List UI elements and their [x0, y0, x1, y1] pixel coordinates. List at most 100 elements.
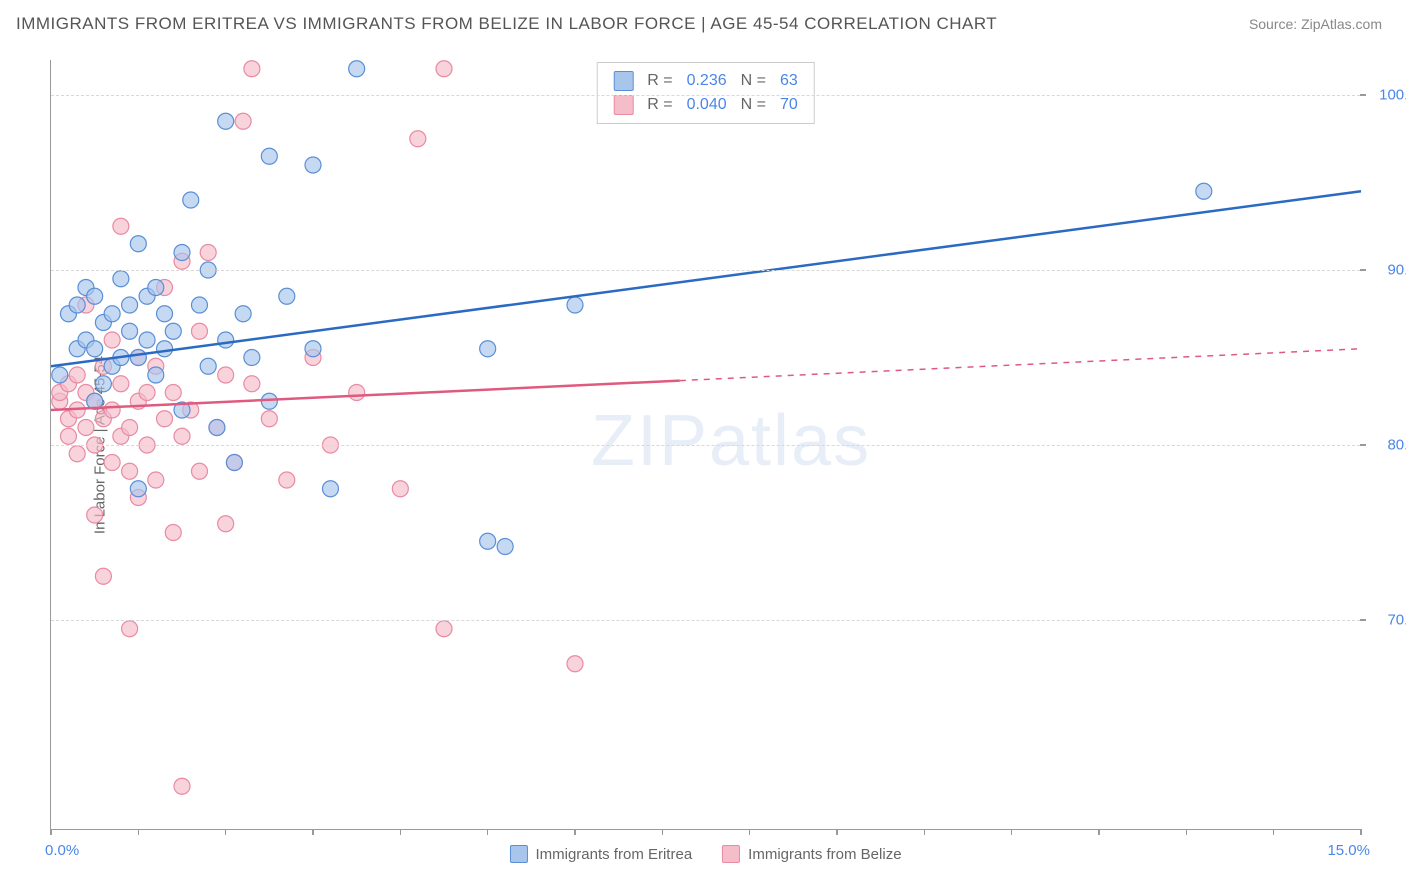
data-point	[87, 341, 103, 357]
data-point	[480, 341, 496, 357]
data-point	[165, 323, 181, 339]
data-point	[113, 376, 129, 392]
data-point	[322, 481, 338, 497]
data-point	[200, 245, 216, 261]
data-point	[87, 288, 103, 304]
data-point	[122, 463, 138, 479]
data-point	[244, 61, 260, 77]
data-point	[235, 113, 251, 129]
data-point	[69, 446, 85, 462]
y-tick-label: 100.0%	[1370, 87, 1406, 104]
data-point	[226, 455, 242, 471]
data-point	[244, 350, 260, 366]
x-tick-mark	[924, 829, 926, 835]
x-axis-max-label: 15.0%	[1327, 842, 1370, 859]
data-point	[218, 113, 234, 129]
n-label: N =	[741, 69, 766, 93]
data-point	[130, 350, 146, 366]
x-tick-mark	[138, 829, 140, 835]
x-tick-mark	[749, 829, 751, 835]
data-point	[349, 61, 365, 77]
legend-item-eritrea: Immigrants from Eritrea	[509, 845, 692, 863]
data-point	[244, 376, 260, 392]
data-point	[139, 332, 155, 348]
data-point	[1196, 183, 1212, 199]
y-tick-label: 70.0%	[1370, 612, 1406, 629]
chart-title: IMMIGRANTS FROM ERITREA VS IMMIGRANTS FR…	[16, 14, 997, 34]
stats-row-belize: R = 0.040 N = 70	[613, 93, 798, 117]
data-point	[60, 428, 76, 444]
data-point	[410, 131, 426, 147]
n-label: N =	[741, 93, 766, 117]
data-point	[148, 367, 164, 383]
data-point	[349, 385, 365, 401]
gridline-h	[51, 95, 1360, 96]
x-tick-mark	[1186, 829, 1188, 835]
data-point	[305, 157, 321, 173]
data-point	[279, 472, 295, 488]
data-point	[157, 306, 173, 322]
data-point	[122, 323, 138, 339]
data-point	[87, 507, 103, 523]
x-tick-mark	[1011, 829, 1013, 835]
y-tick-mark	[1360, 269, 1366, 271]
legend-label-belize: Immigrants from Belize	[748, 846, 901, 863]
x-tick-mark	[662, 829, 664, 835]
data-point	[69, 367, 85, 383]
regression-line	[51, 191, 1361, 366]
plot-area: In Labor Force | Age 45-54 ZIPatlas 0.0%…	[50, 60, 1360, 830]
source-attribution: Source: ZipAtlas.com	[1249, 16, 1382, 32]
n-value-belize: 70	[780, 93, 798, 117]
data-point	[130, 481, 146, 497]
data-point	[183, 192, 199, 208]
legend-label-eritrea: Immigrants from Eritrea	[535, 846, 692, 863]
x-tick-mark	[487, 829, 489, 835]
data-point	[200, 358, 216, 374]
x-tick-mark	[574, 829, 576, 835]
data-point	[567, 656, 583, 672]
x-axis-min-label: 0.0%	[45, 842, 79, 859]
gridline-h	[51, 620, 1360, 621]
legend-bottom: Immigrants from Eritrea Immigrants from …	[509, 845, 901, 863]
data-point	[305, 341, 321, 357]
data-point	[148, 472, 164, 488]
data-point	[52, 367, 68, 383]
data-point	[235, 306, 251, 322]
data-point	[218, 367, 234, 383]
data-point	[436, 61, 452, 77]
data-point	[148, 280, 164, 296]
x-tick-mark	[225, 829, 227, 835]
n-value-eritrea: 63	[780, 69, 798, 93]
x-tick-mark	[312, 829, 314, 835]
data-point	[191, 463, 207, 479]
data-point	[191, 323, 207, 339]
data-point	[174, 428, 190, 444]
data-point	[130, 236, 146, 252]
data-point	[480, 533, 496, 549]
stats-row-eritrea: R = 0.236 N = 63	[613, 69, 798, 93]
x-tick-mark	[1098, 829, 1100, 835]
legend-item-belize: Immigrants from Belize	[722, 845, 901, 863]
swatch-eritrea-icon	[613, 71, 633, 91]
data-point	[69, 297, 85, 313]
y-tick-label: 90.0%	[1370, 262, 1406, 279]
data-point	[174, 245, 190, 261]
x-tick-mark	[1273, 829, 1275, 835]
data-point	[113, 271, 129, 287]
r-value-eritrea: 0.236	[687, 69, 727, 93]
data-point	[165, 525, 181, 541]
y-tick-mark	[1360, 94, 1366, 96]
x-tick-mark	[1360, 829, 1362, 835]
data-point	[78, 420, 94, 436]
swatch-belize-icon	[722, 845, 740, 863]
data-point	[261, 148, 277, 164]
data-point	[113, 218, 129, 234]
data-point	[104, 455, 120, 471]
data-point	[261, 411, 277, 427]
data-point	[139, 385, 155, 401]
data-point	[122, 621, 138, 637]
data-point	[165, 385, 181, 401]
swatch-belize-icon	[613, 95, 633, 115]
data-point	[436, 621, 452, 637]
data-point	[95, 568, 111, 584]
